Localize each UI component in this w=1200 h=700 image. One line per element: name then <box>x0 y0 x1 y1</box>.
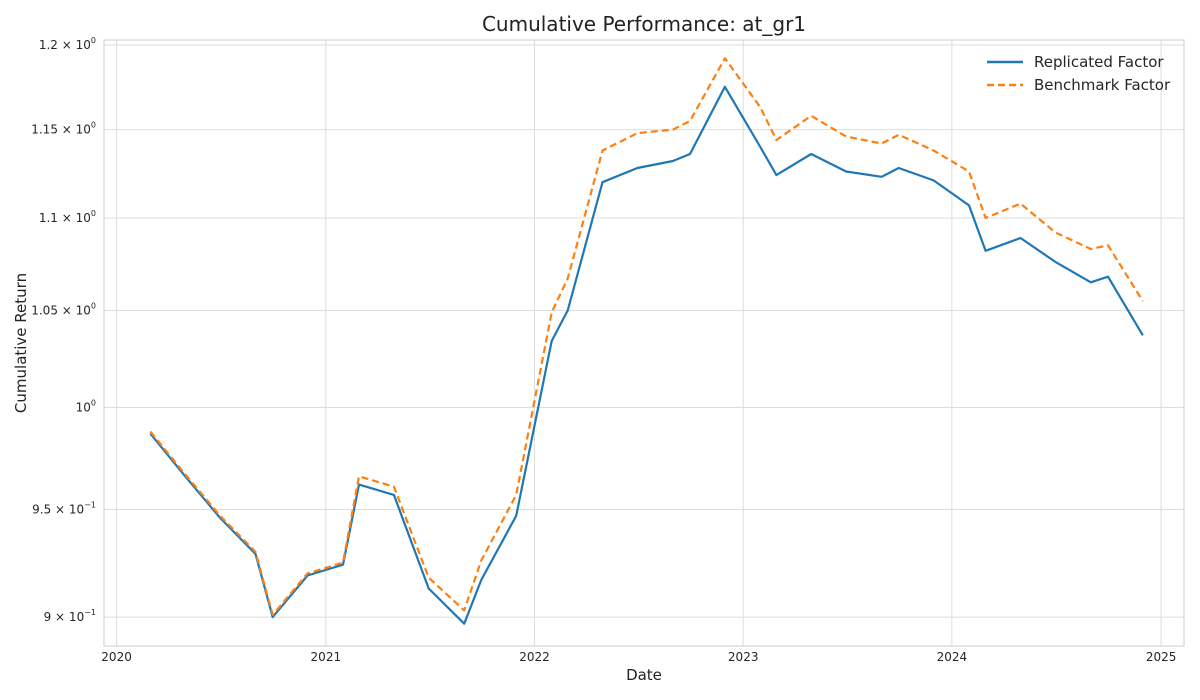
plot-area <box>104 40 1184 646</box>
y-tick-mantissa: 1.15 × 10 <box>31 123 91 137</box>
x-tick-label: 2023 <box>728 650 759 664</box>
y-tick-label: 1.1 × 100 <box>39 209 96 225</box>
x-tick-label: 2020 <box>101 650 132 664</box>
chart-title: Cumulative Performance: at_gr1 <box>482 12 806 36</box>
x-tick-label: 2025 <box>1146 650 1177 664</box>
y-tick-mantissa: 9.5 × 10 <box>32 503 84 517</box>
y-tick-label: 9 × 10−1 <box>44 608 96 624</box>
legend: Replicated Factor Benchmark Factor <box>987 53 1171 94</box>
y-tick-exponent: 0 <box>91 209 96 218</box>
legend-label-replicated: Replicated Factor <box>1034 53 1164 71</box>
y-tick-mantissa: 1.2 × 10 <box>39 38 91 52</box>
plot-frame <box>103 39 1185 647</box>
y-tick-exponent: 0 <box>91 121 96 130</box>
y-tick-mantissa: 9 × 10 <box>44 610 85 624</box>
x-tick-label: 2022 <box>519 650 550 664</box>
y-tick-label: 1.05 × 100 <box>31 302 96 318</box>
y-tick-mantissa: 10 <box>76 401 91 415</box>
legend-label-benchmark: Benchmark Factor <box>1034 76 1171 94</box>
series-replicated-factor <box>149 85 1144 625</box>
y-tick-label: 100 <box>76 399 96 415</box>
y-tick-exponent: 0 <box>91 302 96 311</box>
y-tick-exponent: −1 <box>84 608 96 617</box>
y-tick-label: 1.2 × 100 <box>39 36 96 52</box>
grid <box>104 40 1184 646</box>
y-tick-label: 9.5 × 10−1 <box>32 501 96 517</box>
series-benchmark-factor <box>149 57 1144 617</box>
y-axis-label: Cumulative Return <box>12 273 30 413</box>
y-tick-mantissa: 1.1 × 10 <box>39 211 91 225</box>
y-tick-exponent: 0 <box>91 36 96 45</box>
y-tick-mantissa: 1.05 × 10 <box>31 304 91 318</box>
x-axis-label: Date <box>626 666 662 684</box>
x-tick-labels: 2020 2021 2022 2023 2024 2025 <box>101 650 1176 664</box>
x-tick-label: 2024 <box>937 650 968 664</box>
x-tick-label: 2021 <box>311 650 342 664</box>
y-tick-exponent: −1 <box>84 501 96 510</box>
y-tick-exponent: 0 <box>91 399 96 408</box>
series-layer <box>149 57 1144 625</box>
y-tick-label: 1.15 × 100 <box>31 121 96 137</box>
